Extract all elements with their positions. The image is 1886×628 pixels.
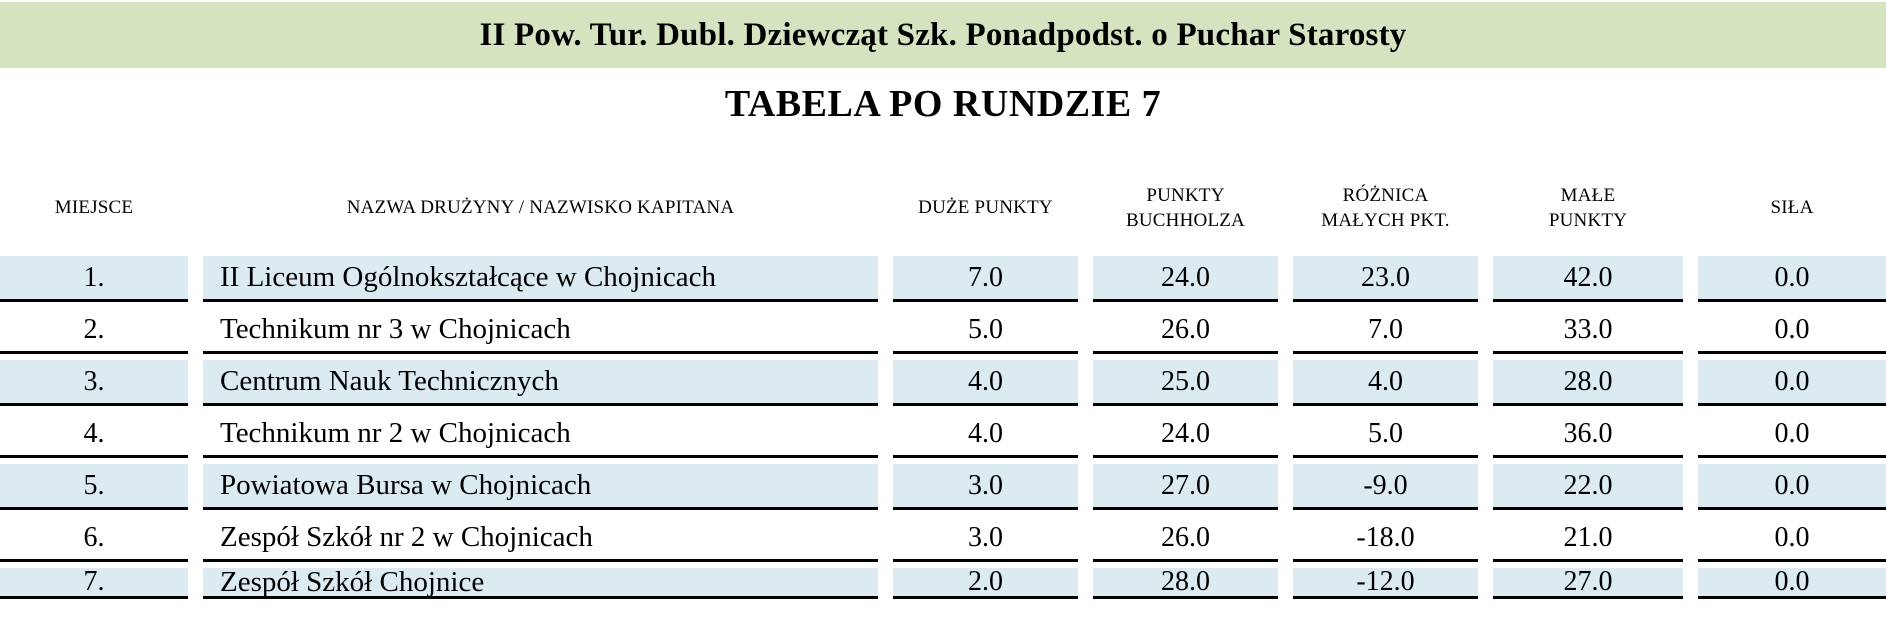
team-name-cell: II Liceum Ogólnokształcące w Chojnicach xyxy=(203,256,878,302)
value-cell-duze-punkty: 3.0 xyxy=(893,516,1078,562)
value-cell-sila: 0.0 xyxy=(1698,360,1886,406)
column-header-line: RÓŻNICA xyxy=(1342,184,1429,206)
value-cell-punkty-buchholza: 25.0 xyxy=(1093,360,1278,406)
value-cell-sila: 0.0 xyxy=(1698,464,1886,510)
team-name-cell: Technikum nr 3 w Chojnicach xyxy=(203,308,878,354)
place-cell: 5. xyxy=(0,464,188,510)
value-cell-sila: 0.0 xyxy=(1698,566,1886,599)
column-header-line: DUŻE PUNKTY xyxy=(918,197,1053,219)
value-cell-roznica-malych-pkt: 5.0 xyxy=(1293,412,1478,458)
value-cell-male-punkty: 22.0 xyxy=(1493,464,1683,510)
value-cell-male-punkty: 27.0 xyxy=(1493,566,1683,599)
table-row: 6. Zespół Szkół nr 2 w Chojnicach 3.0 26.0-… xyxy=(0,516,1886,562)
value-cell-male-punkty: 36.0 xyxy=(1493,412,1683,458)
value-cell-roznica-malych-pkt: -9.0 xyxy=(1293,464,1478,510)
column-header-line: NAZWA DRUŻYNY / NAZWISKO KAPITANA xyxy=(346,197,735,219)
table-row: 7. Zespół Szkół Chojnice 2.0 28.0 -12.0 27.0 0… xyxy=(0,566,1886,599)
place-cell: 3. xyxy=(0,360,188,406)
value-cell-punkty-buchholza: 26.0 xyxy=(1093,308,1278,354)
team-name-cell: Zespół Szkół Chojnice xyxy=(203,566,878,599)
value-cell-roznica-malych-pkt: 23.0 xyxy=(1293,256,1478,302)
place-cell: 7. xyxy=(0,566,188,599)
column-header-nazwa-druzyny: NAZWA DRUŻYNY / NAZWISKO KAPITANA xyxy=(203,195,878,220)
team-name-cell: Zespół Szkół nr 2 w Chojnicach xyxy=(203,516,878,562)
value-cell-punkty-buchholza: 26.0 xyxy=(1093,516,1278,562)
column-header-punkty-buchholza: PUNKTY BUCHHOLZA xyxy=(1093,183,1278,233)
value-cell-sila: 0.0 xyxy=(1698,256,1886,302)
team-name-cell: Technikum nr 2 w Chojnicach xyxy=(203,412,878,458)
place-cell: 1. xyxy=(0,256,188,302)
value-cell-roznica-malych-pkt: -18.0 xyxy=(1293,516,1478,562)
value-cell-duze-punkty: 3.0 xyxy=(893,464,1078,510)
column-header-miejsce: MIEJSCE xyxy=(0,195,188,220)
column-header-male-punkty: MAŁE PUNKTY xyxy=(1493,183,1683,233)
column-header-line: SIŁA xyxy=(1770,197,1814,219)
value-cell-male-punkty: 21.0 xyxy=(1493,516,1683,562)
column-header-line: MAŁE xyxy=(1560,184,1616,206)
tournament-title: II Pow. Tur. Dubl. Dziewcząt Szk. Ponadp… xyxy=(479,16,1407,53)
team-name-cell: Powiatowa Bursa w Chojnicach xyxy=(203,464,878,510)
column-header-line: PUNKTY xyxy=(1548,210,1628,231)
value-cell-punkty-buchholza: 24.0 xyxy=(1093,256,1278,302)
column-header-line: MAŁYCH PKT. xyxy=(1321,210,1450,231)
column-header-duze-punkty: DUŻE PUNKTY xyxy=(893,195,1078,220)
column-header-line: PUNKTY xyxy=(1146,184,1225,206)
table-body: 1. II Liceum Ogólnokształcące w Chojnicac… xyxy=(0,256,1886,599)
table-header-row: MIEJSCE NAZWA DRUŻYNY / NAZWISKO KAPITANA… xyxy=(0,170,1886,246)
value-cell-male-punkty: 33.0 xyxy=(1493,308,1683,354)
value-cell-duze-punkty: 4.0 xyxy=(893,360,1078,406)
value-cell-punkty-buchholza: 28.0 xyxy=(1093,566,1278,599)
team-name-cell: Centrum Nauk Technicznych xyxy=(203,360,878,406)
column-header-roznica-malych-pkt: RÓŻNICA MAŁYCH PKT. xyxy=(1293,183,1478,233)
value-cell-sila: 0.0 xyxy=(1698,308,1886,354)
value-cell-sila: 0.0 xyxy=(1698,412,1886,458)
value-cell-sila: 0.0 xyxy=(1698,516,1886,562)
table-row: 3. Centrum Nauk Technicznych 4.0 25.0 4.0 28.… xyxy=(0,360,1886,406)
place-cell: 6. xyxy=(0,516,188,562)
value-cell-roznica-malych-pkt: -12.0 xyxy=(1293,566,1478,599)
table-row: 4. Technikum nr 2 w Chojnicach 4.0 24.0 5.0 3… xyxy=(0,412,1886,458)
column-header-line: MIEJSCE xyxy=(54,197,134,219)
value-cell-duze-punkty: 5.0 xyxy=(893,308,1078,354)
value-cell-punkty-buchholza: 24.0 xyxy=(1093,412,1278,458)
place-cell: 4. xyxy=(0,412,188,458)
value-cell-roznica-malych-pkt: 4.0 xyxy=(1293,360,1478,406)
value-cell-roznica-malych-pkt: 7.0 xyxy=(1293,308,1478,354)
value-cell-duze-punkty: 7.0 xyxy=(893,256,1078,302)
column-header-sila: SIŁA xyxy=(1698,195,1886,220)
value-cell-duze-punkty: 4.0 xyxy=(893,412,1078,458)
value-cell-male-punkty: 28.0 xyxy=(1493,360,1683,406)
table-row: 1. II Liceum Ogólnokształcące w Chojnicac… xyxy=(0,256,1886,302)
tournament-banner: II Pow. Tur. Dubl. Dziewcząt Szk. Ponadp… xyxy=(0,2,1886,68)
table-row: 5. Powiatowa Bursa w Chojnicach 3.0 27.0 -9.… xyxy=(0,464,1886,510)
value-cell-male-punkty: 42.0 xyxy=(1493,256,1683,302)
place-cell: 2. xyxy=(0,308,188,354)
value-cell-duze-punkty: 2.0 xyxy=(893,566,1078,599)
value-cell-punkty-buchholza: 27.0 xyxy=(1093,464,1278,510)
column-header-line: BUCHHOLZA xyxy=(1126,210,1245,231)
round-table-title: TABELA PO RUNDZIE 7 xyxy=(724,83,1162,125)
table-row: 2. Technikum nr 3 w Chojnicach 5.0 26.0 7.0 3… xyxy=(0,308,1886,354)
